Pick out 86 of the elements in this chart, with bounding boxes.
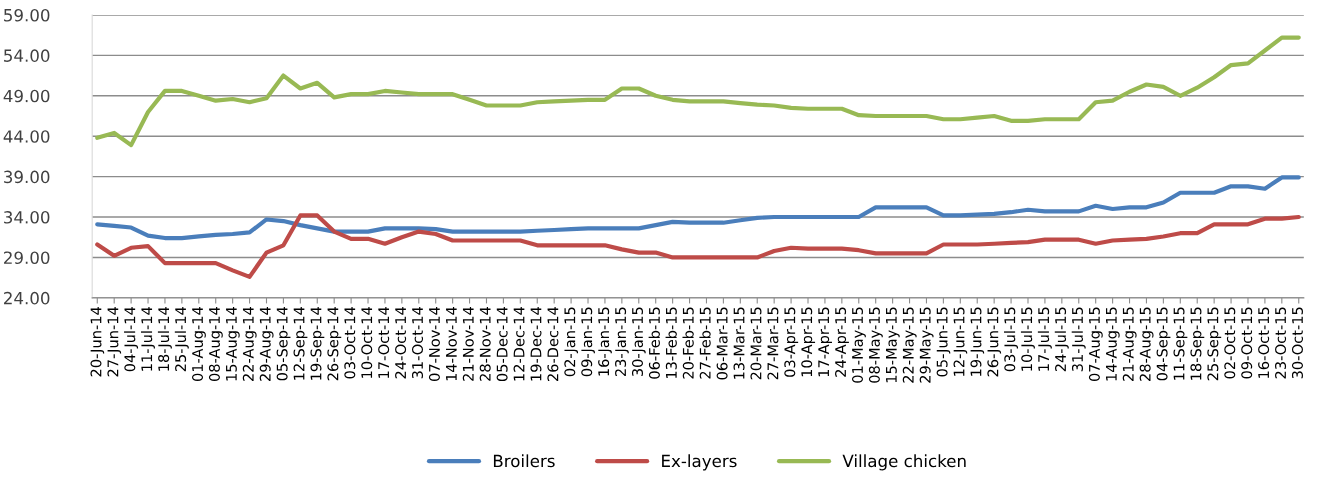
- y-tick-label: 49.00: [3, 89, 50, 103]
- x-tick-label: 30-Oct-15: [1291, 307, 1303, 379]
- x-tick-label: 07-Aug-15: [1088, 307, 1103, 382]
- line-series: [95, 35, 1301, 148]
- x-tick-label: 22-May-15: [902, 307, 917, 383]
- y-tick-label: 59.00: [4, 8, 50, 22]
- y-tick-label: 44.00: [3, 130, 50, 143]
- x-tick-label: 28-Nov-14: [479, 307, 491, 381]
- x-tick-label: 24-Oct-14: [395, 307, 407, 379]
- x-tick-label: 20-Feb-15: [682, 307, 694, 379]
- x-tick-label: 20-Jun-14: [90, 307, 105, 377]
- x-tick-label: 29-May-15: [919, 307, 934, 383]
- x-tick-label: 06-Feb-15: [648, 307, 660, 379]
- x-tick-label: 19-Sep-14: [310, 307, 325, 380]
- x-tick-label: 16-Oct-15: [1258, 307, 1270, 378]
- x-tick-label: 02-Jan-15: [564, 307, 579, 377]
- x-tick-label: 26-Jun-15: [987, 307, 1002, 377]
- y-tick-label: 29.00: [4, 251, 50, 265]
- x-tick-label: 15-Aug-14: [226, 307, 240, 381]
- x-tick-label: 24-Jul-15: [1054, 307, 1069, 372]
- x-tick-label: 16-Jan-15: [598, 307, 612, 376]
- x-tick-label: 14-Nov-14: [446, 307, 457, 381]
- line-series: [95, 213, 1301, 279]
- x-tick-label: 03-Apr-15: [784, 307, 799, 377]
- x-tick-label: 15-May-15: [886, 307, 900, 383]
- x-tick-label: 31-Oct-14: [411, 307, 424, 379]
- x-tick-label: 14-Aug-15: [1106, 307, 1120, 381]
- x-tick-label: 22-Aug-14: [242, 307, 257, 381]
- x-tick-label: 07-Nov-14: [428, 307, 440, 381]
- x-tick-label: 19-Jun-15: [970, 307, 985, 376]
- x-tick-label: 20-Mar-15: [750, 307, 762, 380]
- x-tick-label: 18-Sep-15: [1190, 307, 1205, 380]
- x-tick-label: 13-Mar-15: [733, 307, 745, 379]
- x-tick-label: 06-Mar-15: [716, 307, 728, 380]
- x-tick-label: 10-Apr-15: [801, 307, 816, 377]
- x-tick-label: 08-Aug-14: [208, 307, 223, 382]
- x-tick-label: 25-Sep-15: [1207, 307, 1222, 381]
- x-tick-label: 11-Jul-14: [140, 307, 155, 371]
- x-tick-label: 03-Jul-15: [1004, 307, 1019, 372]
- legend-label: Broilers: [493, 454, 555, 468]
- x-tick-label: 04-Jul-14: [124, 307, 139, 372]
- x-tick-label: 18-Jul-14: [157, 307, 172, 371]
- x-tick-label: 12-Sep-14: [293, 307, 308, 380]
- x-tick-label: 31-Jul-15: [1071, 307, 1086, 372]
- x-tick-label: 27-Feb-15: [699, 307, 711, 379]
- y-tick-label: 39.00: [4, 170, 50, 184]
- x-tick-label: 27-Mar-15: [767, 307, 779, 380]
- legend-label: Ex-layers: [662, 454, 737, 471]
- x-tick-label: 10-Oct-14: [361, 307, 373, 378]
- x-tick-label: 26-Dec-14: [547, 307, 559, 381]
- x-tick-label: 05-Dec-14: [496, 307, 508, 382]
- x-tick-label: 29-Aug-14: [259, 307, 274, 381]
- y-tick-label: 54.00: [4, 49, 50, 62]
- x-tick-label: 13-Feb-15: [665, 307, 677, 379]
- x-tick-label: 05-Jun-15: [936, 307, 951, 377]
- x-tick-label: 12-Dec-14: [513, 307, 525, 381]
- x-tick-label: 04-Sep-15: [1156, 307, 1171, 381]
- x-tick-label: 23-Oct-15: [1275, 307, 1287, 379]
- x-tick-label: 11-Sep-15: [1173, 307, 1188, 380]
- legend-label: Village chicken: [842, 454, 966, 471]
- x-tick-label: 17-Oct-14: [378, 307, 390, 378]
- x-tick-label: 12-Jun-15: [953, 307, 968, 376]
- line-series: [95, 175, 1301, 241]
- x-tick-label: 27-Jun-14: [107, 307, 122, 377]
- x-tick-label: 26-Sep-14: [327, 307, 342, 381]
- x-tick-label: 25-Jul-14: [174, 307, 189, 372]
- x-tick-label: 10-Jul-15: [1020, 307, 1035, 371]
- x-tick-label: 01-Aug-14: [192, 307, 206, 382]
- x-tick-label: 08-May-15: [868, 307, 883, 383]
- x-tick-label: 24-Apr-15: [835, 307, 849, 377]
- x-tick-label: 17-Jul-15: [1037, 307, 1052, 371]
- x-tick-label: 28-Aug-15: [1139, 307, 1154, 381]
- x-tick-label: 05-Sep-14: [276, 307, 291, 381]
- x-tick-label: 02-Oct-15: [1224, 307, 1236, 379]
- x-tick-label: 03-Oct-14: [344, 307, 356, 379]
- y-tick-label: 24.00: [4, 291, 50, 305]
- y-tick-label: 34.00: [4, 211, 50, 224]
- x-tick-label: 23-Jan-15: [615, 307, 629, 377]
- x-tick-label: 30-Jan-15: [631, 307, 646, 377]
- x-tick-label: 19-Dec-14: [530, 307, 542, 381]
- x-tick-label: 21-Aug-15: [1122, 307, 1137, 381]
- x-tick-label: 01-May-15: [851, 307, 866, 383]
- x-tick-label: 21-Nov-14: [462, 307, 474, 381]
- x-tick-label: 09-Jan-15: [581, 307, 595, 377]
- x-tick-label: 17-Apr-15: [818, 307, 832, 377]
- x-tick-label: 09-Oct-15: [1241, 307, 1253, 379]
